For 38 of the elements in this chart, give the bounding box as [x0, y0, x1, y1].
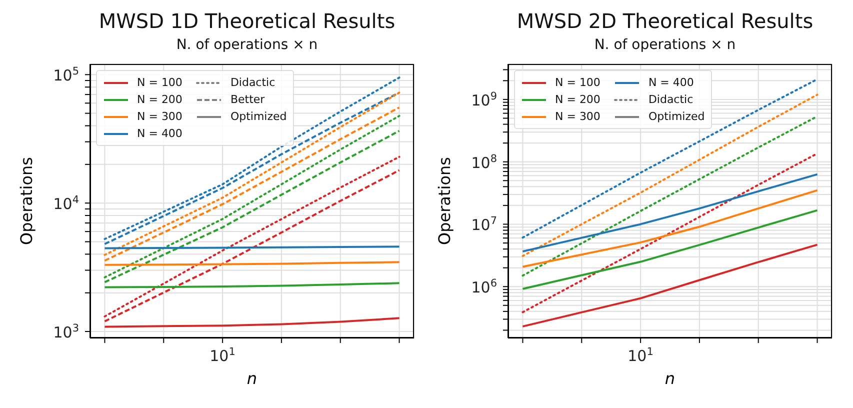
legend-label: Optimized [648, 110, 705, 123]
chart-title: MWSD 2D Theoretical Results [516, 9, 814, 33]
line-series [522, 173, 818, 252]
line-series [522, 209, 818, 290]
legend-label: N = 300 [555, 110, 600, 123]
legend-label: Didactic [230, 76, 276, 89]
y-tick-label: 10$^{3}$ [53, 322, 79, 342]
chart-subtitle: N. of operations × n [176, 37, 318, 53]
legend-label: Better [230, 93, 265, 106]
line-series [522, 94, 818, 257]
y-tick-label: 10$^{7}$ [471, 215, 497, 234]
y-axis-title: Operations [17, 157, 36, 245]
legend-label: N = 400 [648, 76, 694, 89]
legend-label: N = 400 [137, 127, 182, 140]
chart-title: MWSD 1D Theoretical Results [98, 9, 396, 33]
line-series [522, 189, 818, 268]
x-axis-title: n [246, 369, 258, 388]
legend-label: N = 100 [555, 76, 600, 89]
y-tick-label: 10$^{9}$ [471, 90, 497, 110]
chart-subtitle: N. of operations × n [594, 37, 736, 53]
x-tick-label: 10$^{1}$ [628, 346, 654, 365]
y-tick-label: 10$^{4}$ [53, 194, 80, 214]
y-tick-label: 10$^{5}$ [53, 66, 79, 85]
legend-label: N = 100 [137, 76, 182, 89]
legend-label: N = 200 [137, 93, 182, 106]
y-tick-label: 10$^{8}$ [471, 152, 497, 172]
line-series [104, 317, 400, 328]
x-tick-label: 10$^{1}$ [210, 346, 236, 365]
y-tick-label: 10$^{6}$ [471, 278, 498, 297]
legend-label: N = 300 [137, 110, 182, 123]
legend-label: Didactic [648, 93, 694, 106]
y-axis-title: Operations [435, 157, 454, 245]
x-axis-title: n [664, 369, 676, 388]
line-series [522, 152, 818, 314]
legend-label: Optimized [230, 110, 287, 123]
line-series [522, 244, 818, 328]
legend-label: N = 200 [555, 93, 600, 106]
line-series [522, 78, 818, 239]
